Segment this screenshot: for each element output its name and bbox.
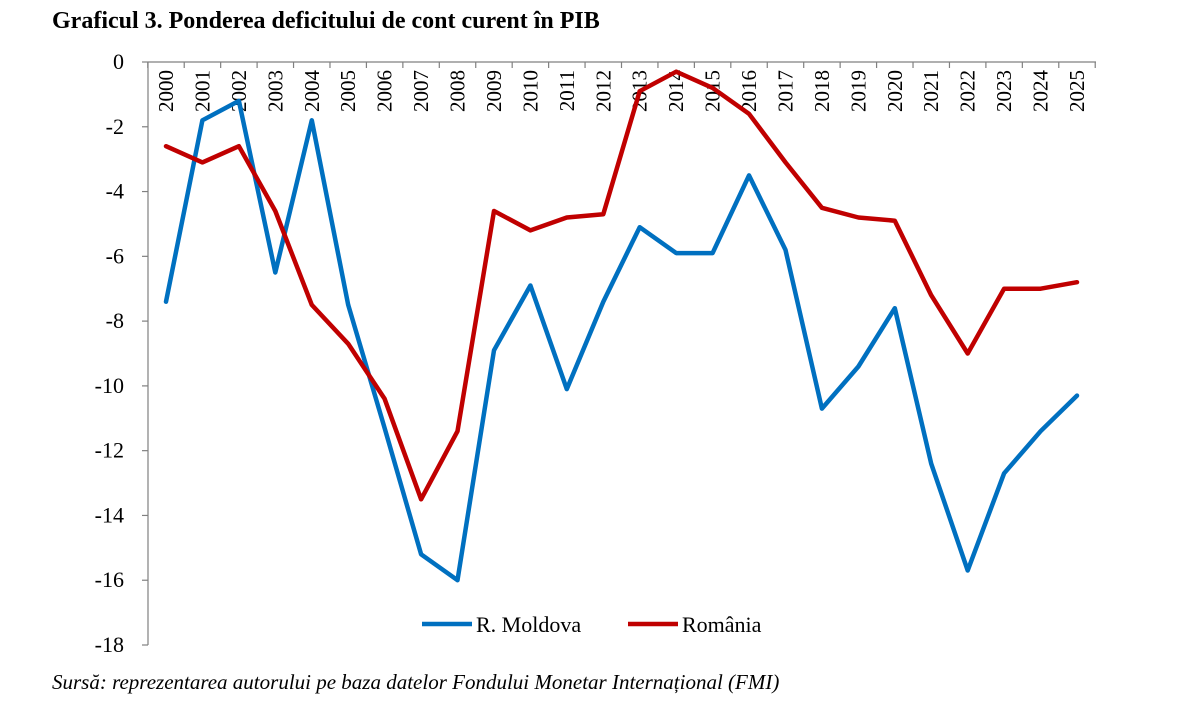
- x-tick-label: 2001: [190, 70, 214, 112]
- series-line-r-moldova: [163, 98, 1080, 583]
- y-tick-label: -12: [95, 438, 124, 463]
- x-tick-label: 2000: [154, 70, 178, 112]
- x-tick-label: 2021: [919, 70, 943, 112]
- x-tick-label: 2006: [373, 70, 397, 112]
- series-line-rom-nia: [163, 69, 1080, 502]
- x-tick-label: 2024: [1029, 70, 1053, 113]
- legend-label: R. Moldova: [476, 612, 581, 637]
- x-tick-label: 2005: [336, 70, 360, 112]
- y-tick-label: -8: [106, 308, 124, 333]
- x-tick-label: 2009: [482, 70, 506, 112]
- y-tick-label: -10: [95, 373, 124, 398]
- y-tick-label: -4: [106, 179, 124, 204]
- x-tick-label: 2017: [773, 70, 797, 112]
- x-tick-label: 2004: [300, 70, 324, 113]
- x-tick-label: 2008: [446, 70, 470, 112]
- x-tick-label: 2025: [1065, 70, 1089, 112]
- y-tick-label: -18: [95, 632, 124, 657]
- x-tick-label: 2019: [846, 70, 870, 112]
- x-tick-label: 2012: [591, 70, 615, 112]
- y-tick-label: -14: [95, 502, 124, 527]
- x-tick-label: 2023: [992, 70, 1016, 112]
- y-tick-label: -2: [106, 114, 124, 139]
- legend-label: România: [682, 612, 762, 637]
- source-note: Sursă: reprezentarea autorului pe baza d…: [52, 670, 780, 694]
- y-tick-label: -6: [106, 243, 124, 268]
- x-tick-label: 2016: [737, 70, 761, 112]
- y-tick-label: 0: [113, 49, 124, 74]
- x-tick-label: 2018: [810, 70, 834, 112]
- x-tick-label: 2015: [701, 70, 725, 112]
- x-tick-label: 2022: [956, 70, 980, 112]
- x-tick-label: 2020: [883, 70, 907, 112]
- chart-title: Graficul 3. Ponderea deficitului de cont…: [52, 8, 600, 34]
- x-tick-label: 2007: [409, 70, 433, 112]
- x-tick-label: 2010: [518, 70, 542, 112]
- x-tick-label: 2003: [263, 70, 287, 112]
- y-tick-label: -16: [95, 567, 124, 592]
- x-tick-label: 2011: [555, 70, 579, 111]
